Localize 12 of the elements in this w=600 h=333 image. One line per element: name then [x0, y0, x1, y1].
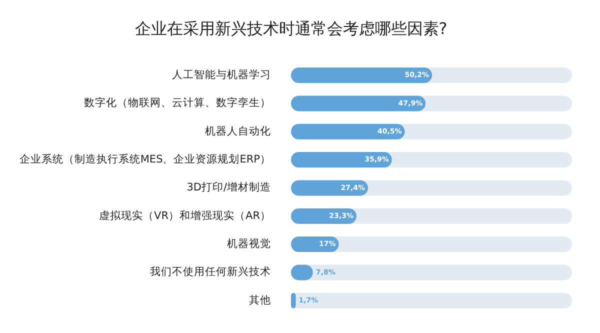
bar [291, 180, 368, 196]
y-tick-label: 3D打印/增材制造 [186, 180, 271, 194]
y-tick-label: 虚拟现实（VR）和增强现实（AR） [99, 208, 271, 222]
y-tick-label: 其他 [249, 293, 271, 306]
y-tick-label: 机器人自动化 [205, 125, 271, 138]
y-tick-label: 企业系统（制造执行系统MES、企业资源规划ERP） [19, 152, 271, 166]
y-tick-label: 我们不使用任何新兴技术 [150, 265, 271, 278]
bar [291, 208, 356, 224]
y-tick-label: 人工智能与机器学习 [172, 68, 271, 82]
y-tick-label: 机器视觉 [227, 237, 271, 250]
y-tick-label: 数字化（物联网、云计算、数字孪生） [84, 96, 271, 110]
chart-title: 企业在采用新兴技术时通常会考虑哪些因素? [134, 18, 448, 38]
